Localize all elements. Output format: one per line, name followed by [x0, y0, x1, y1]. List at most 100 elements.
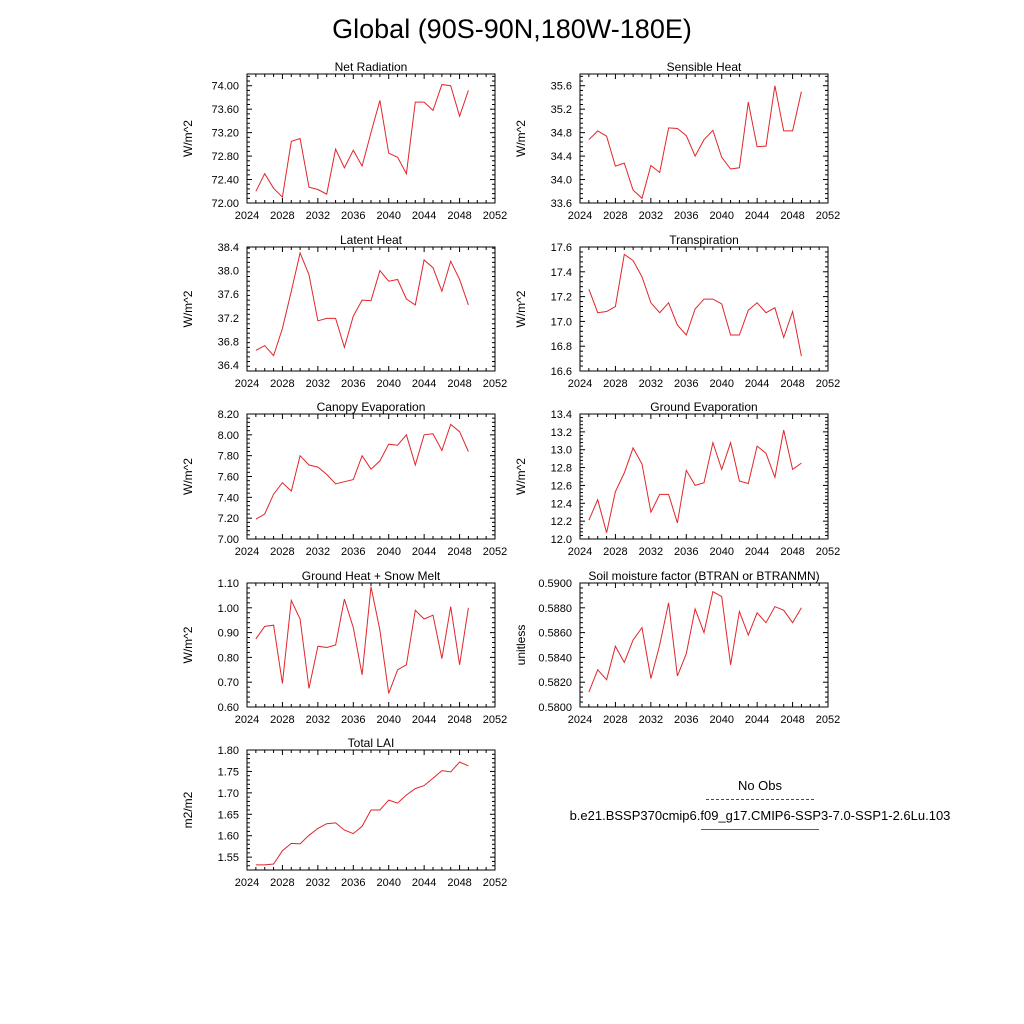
- chart-3-xtick-label: 2024: [235, 378, 259, 390]
- chart-6-ytick-label: 12.2: [551, 516, 572, 528]
- chart-9-xtick-label: 2044: [412, 877, 436, 889]
- chart-9-ytick-label: 1.65: [218, 809, 239, 821]
- chart-6-title: Ground Evaporation: [650, 400, 757, 414]
- chart-3-ytick-label: 38.4: [218, 242, 239, 254]
- chart-1: Net Radiation W/m^2 2024 2028 2032 2036 2040 20…: [181, 60, 507, 222]
- chart-4-ytick-label: 17.2: [551, 292, 572, 304]
- chart-5-ytick-label: 7.20: [218, 513, 239, 525]
- chart-1-title: Net Radiation: [335, 60, 408, 74]
- chart-2-ytick-label: 35.2: [551, 104, 572, 116]
- chart-8-xtick-label: 2040: [709, 714, 733, 726]
- chart-7-xtick-label: 2040: [376, 714, 400, 726]
- chart-4-xtick-label: 2024: [568, 378, 592, 390]
- chart-9-ytick-label: 1.80: [218, 745, 239, 757]
- chart-1-ylabel: W/m^2: [181, 120, 195, 157]
- chart-6-ylabel: W/m^2: [514, 458, 528, 495]
- chart-4-frame: [579, 246, 829, 372]
- chart-4-xtick-label: 2040: [709, 378, 733, 390]
- chart-7-xtick-label: 2048: [447, 714, 471, 726]
- chart-4-series-line: [588, 253, 802, 357]
- chart-4-ytick-label: 17.4: [551, 267, 572, 279]
- chart-1-xtick-label: 2024: [235, 210, 259, 222]
- chart-8-xtick-label: 2024: [568, 714, 592, 726]
- legend: No Obs b.e21.BSSP370cmip6.f09_g17.CMIP6-…: [520, 778, 1000, 830]
- chart-5-ytick-label: 7.80: [218, 451, 239, 463]
- chart-8-ytick-label: 0.5800: [538, 702, 572, 714]
- chart-3-ytick-label: 36.4: [218, 360, 239, 372]
- chart-6-xtick-label: 2028: [603, 546, 627, 558]
- chart-3-ytick-label: 36.8: [218, 336, 239, 348]
- chart-1-series-line: [255, 84, 469, 199]
- chart-4-ylabel: W/m^2: [514, 290, 528, 327]
- chart-1-xtick-label: 2040: [376, 210, 400, 222]
- chart-8-series-line: [588, 590, 802, 693]
- chart-5-xtick-label: 2028: [270, 546, 294, 558]
- chart-7: Ground Heat + Snow Melt W/m^2 2024 2028 2032…: [181, 569, 507, 726]
- chart-5-xtick-label: 2052: [483, 546, 507, 558]
- chart-3-xtick-label: 2044: [412, 378, 436, 390]
- chart-8-ylabel: unitless: [514, 625, 528, 666]
- chart-5-xtick-label: 2040: [376, 546, 400, 558]
- chart-8-ytick-label: 0.5820: [538, 677, 572, 689]
- chart-9-title: Total LAI: [348, 736, 395, 750]
- chart-7-xtick-label: 2052: [483, 714, 507, 726]
- legend-obs-line: [706, 799, 814, 800]
- chart-7-ytick-label: 0.90: [218, 628, 239, 640]
- chart-4-xtick-label: 2028: [603, 378, 627, 390]
- chart-9-xtick-label: 2036: [341, 877, 365, 889]
- chart-8-xtick-label: 2052: [816, 714, 840, 726]
- chart-6-ytick-label: 13.0: [551, 445, 572, 457]
- chart-5-xtick-label: 2036: [341, 546, 365, 558]
- chart-2-ytick-label: 35.6: [551, 81, 572, 93]
- chart-8-ytick-label: 0.5860: [538, 628, 572, 640]
- chart-7-title: Ground Heat + Snow Melt: [302, 569, 441, 583]
- chart-3-series-line: [255, 251, 469, 357]
- chart-1-xtick-label: 2036: [341, 210, 365, 222]
- chart-5-xtick-label: 2032: [306, 546, 330, 558]
- chart-1-xtick-label: 2028: [270, 210, 294, 222]
- chart-9-ytick-label: 1.60: [218, 831, 239, 843]
- chart-3-xtick-label: 2028: [270, 378, 294, 390]
- chart-9-series-line: [255, 761, 469, 866]
- chart-7-xtick-label: 2032: [306, 714, 330, 726]
- chart-5-xtick-label: 2048: [447, 546, 471, 558]
- chart-9-ytick-label: 1.55: [218, 852, 239, 864]
- chart-1-xtick-label: 2048: [447, 210, 471, 222]
- chart-8-xtick-label: 2028: [603, 714, 627, 726]
- chart-2-ytick-label: 33.6: [551, 198, 572, 210]
- chart-1-ytick-label: 72.40: [211, 175, 239, 187]
- chart-5-ytick-label: 8.20: [218, 409, 239, 421]
- chart-6-xtick-label: 2040: [709, 546, 733, 558]
- chart-6-xtick-label: 2032: [639, 546, 663, 558]
- chart-6-xtick-label: 2052: [816, 546, 840, 558]
- chart-3-xtick-label: 2052: [483, 378, 507, 390]
- chart-6-series-line: [588, 429, 802, 533]
- chart-6-ytick-label: 12.6: [551, 480, 572, 492]
- chart-1-xtick-label: 2052: [483, 210, 507, 222]
- chart-2-title: Sensible Heat: [667, 60, 742, 74]
- chart-3-ylabel: W/m^2: [181, 290, 195, 327]
- chart-7-xtick-label: 2044: [412, 714, 436, 726]
- chart-2-xtick-label: 2032: [639, 210, 663, 222]
- chart-6-ytick-label: 12.8: [551, 463, 572, 475]
- chart-7-ytick-label: 0.70: [218, 677, 239, 689]
- chart-5-ytick-label: 7.60: [218, 472, 239, 484]
- chart-7-series-line: [255, 586, 469, 694]
- chart-8-xtick-label: 2048: [780, 714, 804, 726]
- chart-7-xtick-label: 2036: [341, 714, 365, 726]
- chart-4-ytick-label: 17.0: [551, 316, 572, 328]
- chart-5-xtick-label: 2044: [412, 546, 436, 558]
- chart-9-ytick-label: 1.70: [218, 788, 239, 800]
- chart-4-ytick-label: 17.6: [551, 242, 572, 254]
- chart-5: Canopy Evaporation W/m^2 2024 2028 2032 2036 2…: [181, 400, 507, 558]
- chart-8-xtick-label: 2036: [674, 714, 698, 726]
- chart-2: Sensible Heat W/m^2 2024 2028 2032 2036 2040 20…: [514, 60, 840, 222]
- chart-9-ylabel: m2/m2: [181, 791, 195, 828]
- chart-1-ytick-label: 73.20: [211, 128, 239, 140]
- chart-6-xtick-label: 2036: [674, 546, 698, 558]
- chart-6-xtick-label: 2048: [780, 546, 804, 558]
- page-title: Global (90S-90N,180W-180E): [332, 14, 692, 44]
- chart-2-xtick-label: 2040: [709, 210, 733, 222]
- chart-5-title: Canopy Evaporation: [317, 400, 426, 414]
